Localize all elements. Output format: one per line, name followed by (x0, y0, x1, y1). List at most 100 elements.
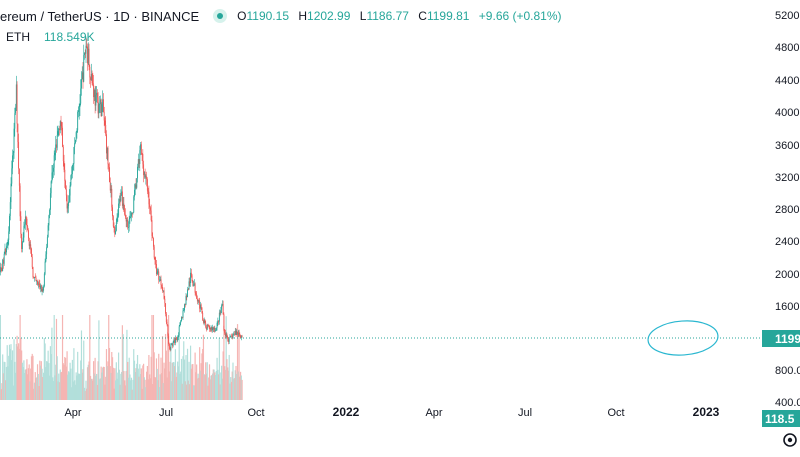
volume-bar (122, 334, 124, 400)
candle (193, 280, 195, 287)
candle (215, 327, 217, 332)
candle (52, 164, 54, 180)
volume-bars (0, 315, 243, 400)
volume-bar (77, 351, 79, 400)
volume-bar (177, 366, 180, 400)
volume-bar (1, 383, 3, 400)
volume-bar (180, 371, 182, 400)
volume-bar (218, 337, 220, 400)
volume-bar (221, 365, 223, 400)
candle (221, 303, 223, 314)
volume-bar (26, 359, 28, 400)
volume-bar (52, 377, 54, 400)
volume-bar (47, 350, 49, 400)
candle (71, 166, 73, 180)
candle (159, 276, 160, 283)
volume-bar (60, 372, 62, 400)
candle (84, 51, 85, 60)
volume-bar (100, 366, 102, 400)
volume-label: ETH (6, 30, 30, 44)
market-status-icon[interactable] (213, 9, 228, 23)
candle (175, 336, 177, 340)
candle (50, 180, 52, 198)
volume-bar (156, 368, 158, 400)
volume-bar (51, 327, 53, 400)
volume-bar (28, 364, 30, 400)
volume-bar (239, 376, 241, 400)
candle (162, 283, 163, 293)
candle (181, 316, 183, 319)
candle (83, 44, 85, 83)
candle (40, 284, 42, 292)
candle (99, 95, 101, 113)
price-axis[interactable]: 5200 4800 4400 4000 3600 3200 2800 2400 2000 1600… (775, 10, 800, 409)
volume-bar (188, 361, 190, 400)
volume-bar (195, 372, 197, 400)
volume-bar (64, 357, 67, 400)
candle (43, 284, 45, 293)
candle (154, 256, 156, 265)
volume-bar (121, 371, 123, 400)
volume-bar (46, 361, 48, 400)
candle (228, 337, 230, 345)
candle (24, 219, 26, 229)
candle (122, 196, 124, 210)
candle (178, 325, 180, 337)
candle (46, 234, 48, 249)
candle (82, 62, 84, 89)
volume-bar (214, 372, 216, 400)
candle (179, 322, 181, 327)
volume-bar (161, 336, 164, 400)
volume-bar (144, 379, 146, 400)
time-axis[interactable]: Apr Jul Oct 2022 Apr Jul Oct 2023 (64, 405, 719, 419)
candle (80, 79, 82, 106)
candle (74, 139, 76, 145)
candle (199, 301, 201, 313)
candle (44, 258, 46, 276)
volume-bar (189, 384, 191, 400)
volume-bar (2, 354, 4, 400)
scale-settings-icon[interactable] (783, 433, 797, 447)
candle (231, 333, 233, 340)
candle (32, 266, 34, 279)
volume-bar (133, 360, 136, 400)
symbol-title[interactable]: ereum / TetherUS · 1D · BINANCE (0, 8, 200, 24)
volume-bar (143, 377, 145, 400)
volume-bar (164, 333, 167, 400)
candle (39, 280, 41, 290)
candle (119, 192, 121, 206)
volume-bar (111, 352, 113, 400)
volume-bar (206, 362, 208, 400)
volume-bar (197, 373, 199, 400)
volume-bar (135, 368, 137, 400)
volume-bar (196, 364, 198, 400)
candle (152, 237, 154, 250)
volume-bar (39, 365, 42, 400)
volume-bar (117, 352, 120, 400)
volume-bar (65, 366, 67, 400)
candle (4, 243, 6, 255)
candle (78, 103, 80, 120)
candle (145, 174, 147, 185)
volume-bar (221, 378, 223, 400)
volume-bar (171, 362, 173, 400)
volume-tag-bg (762, 410, 800, 427)
candle (180, 320, 182, 326)
volume-bar (202, 334, 205, 400)
candle (46, 243, 48, 260)
volume-bar (21, 362, 23, 400)
volume-bar (101, 372, 103, 400)
candle (135, 178, 137, 189)
volume-bar (222, 351, 224, 400)
candle (131, 212, 133, 218)
candle (68, 189, 70, 203)
volume-bar (171, 381, 173, 400)
candle (49, 208, 51, 219)
candle (102, 90, 104, 113)
candle (183, 307, 185, 312)
candle (0, 263, 2, 273)
candle (176, 336, 178, 343)
candle (58, 128, 60, 137)
candle (137, 163, 138, 183)
